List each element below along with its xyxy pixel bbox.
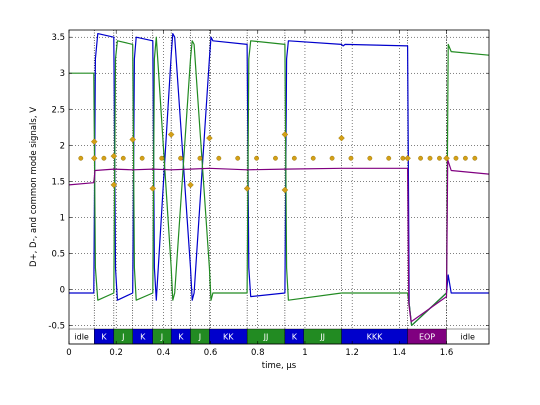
y-axis-label: D+, D-, and common mode signals, V — [29, 107, 39, 267]
x-axis-label: time, µs — [262, 361, 297, 371]
sample-dot-marker — [101, 155, 107, 161]
state-segment-label: KKK — [367, 333, 383, 342]
state-segment-label: J — [121, 333, 124, 342]
sample-dot-marker — [463, 155, 468, 161]
crossing-diamond-marker — [338, 134, 345, 142]
y-tick-label: 2.5 — [51, 105, 65, 115]
sample-dot-marker — [418, 155, 423, 161]
sample-dot-marker — [386, 155, 392, 161]
state-segment-label: J — [198, 333, 201, 342]
sample-dot-marker — [367, 155, 373, 161]
crossing-diamond-marker — [187, 181, 194, 189]
y-tick-label: -0.5 — [48, 321, 65, 331]
state-segment-label: EOP — [419, 333, 435, 342]
x-tick-label: 1.6 — [440, 348, 454, 358]
series-line-2 — [69, 36, 490, 326]
sample-dot-marker — [453, 155, 459, 161]
state-segment-label: JJ — [263, 333, 269, 342]
sample-dot-marker — [197, 155, 203, 161]
series-layer — [68, 33, 490, 326]
state-segment-label: KK — [223, 333, 234, 342]
sample-dot-marker — [310, 155, 316, 161]
crossing-diamond-marker — [129, 136, 136, 143]
x-tick-label: 0.2 — [109, 348, 123, 358]
y-tick-label: 3.5 — [51, 33, 65, 43]
sample-dot-marker — [348, 155, 354, 161]
crossing-diamond-marker — [90, 154, 98, 162]
sample-dot-marker — [427, 155, 433, 161]
sample-dot-marker — [254, 155, 259, 161]
crossing-diamond-marker — [206, 134, 213, 142]
state-segment-label: K — [178, 333, 184, 342]
sample-dot-marker — [139, 155, 145, 161]
y-tick-label: 2 — [60, 141, 65, 151]
sample-dot-marker — [437, 155, 442, 161]
sample-dot-marker — [329, 155, 335, 161]
crossing-diamond-marker — [281, 186, 289, 194]
state-segment-label: J — [160, 333, 163, 342]
crossing-diamond-marker — [167, 131, 175, 138]
y-tick-label: 0 — [60, 285, 65, 295]
crossing-diamond-marker — [110, 181, 118, 189]
series-line-3 — [68, 159, 490, 323]
crossing-diamond-marker — [404, 154, 411, 162]
state-segment-label: K — [101, 333, 107, 342]
crossing-diamond-marker — [443, 154, 450, 162]
crossing-diamond-marker — [281, 131, 289, 138]
sample-dot-marker — [472, 155, 478, 161]
x-tick-label: 0.4 — [157, 348, 171, 358]
plot-frame — [68, 29, 490, 345]
sample-dot-marker — [120, 155, 126, 161]
sample-dot-marker — [159, 155, 165, 161]
y-tick-label: 1 — [60, 213, 65, 223]
crossing-diamond-marker — [243, 185, 251, 192]
point-marker-layer — [78, 131, 478, 194]
crossing-diamond-marker — [149, 185, 157, 192]
sample-dot-marker — [273, 155, 278, 161]
y-tick-label: 1.5 — [51, 177, 65, 187]
y-tick-label: 0.5 — [51, 249, 65, 259]
x-tick-label: 0 — [66, 348, 71, 358]
state-segment-label: K — [140, 333, 146, 342]
x-tick-label: 0.8 — [251, 348, 265, 358]
x-tick-label: 1.2 — [345, 348, 359, 358]
x-tick-label: 0.6 — [204, 348, 218, 358]
state-segment-label: idle — [461, 333, 476, 342]
y-tick-label: 3 — [60, 69, 65, 79]
state-segment-label: K — [292, 333, 298, 342]
sample-dot-marker — [178, 155, 184, 161]
state-segment-label: JJ — [319, 333, 325, 342]
tick-layer: 0 0.2 0.4 0.6 0.8 1 1.2 1.4 1.6 -0.5 0 0.5 1 1.5 2 2.5 3… — [48, 30, 489, 358]
state-bar-layer: idle K J K J K J KK JJ K JJ KKK EOP idle — [68, 328, 490, 345]
sample-dot-marker — [78, 155, 84, 161]
state-segment-label: idle — [74, 333, 89, 342]
sample-dot-marker — [216, 155, 222, 161]
sample-dot-marker — [235, 155, 241, 161]
x-tick-label: 1 — [302, 348, 307, 358]
sample-dot-marker — [291, 155, 297, 161]
crossing-diamond-marker — [90, 138, 98, 145]
x-tick-label: 1.4 — [393, 348, 407, 358]
series-line-1 — [69, 33, 489, 326]
crossing-diamond-marker — [110, 152, 118, 160]
